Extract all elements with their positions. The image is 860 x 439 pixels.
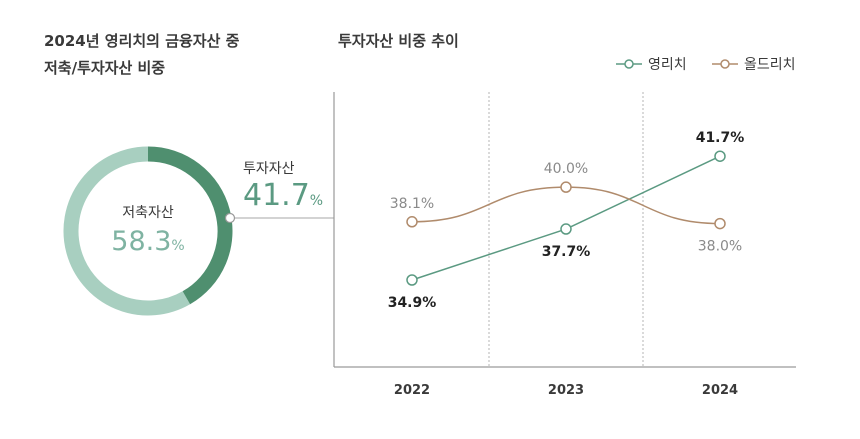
data-point-0-2: [714, 150, 726, 162]
right-title: 투자자산 비중 추이: [338, 32, 459, 50]
data-label-1-1: 40.0%: [544, 161, 588, 177]
data-label-1-2: 38.0%: [698, 239, 742, 255]
donut-chart: [63, 146, 334, 316]
left-title-line2: 저축/투자자산 비중: [44, 59, 166, 77]
legend-old-rich: 올드리치: [712, 54, 796, 74]
data-point-1-1: [560, 181, 572, 193]
legend-line-circle-icon: [712, 59, 738, 69]
data-point-0-0: [406, 274, 418, 286]
data-point-1-0: [406, 216, 418, 228]
savings-value-number: 58.3: [111, 226, 172, 257]
invest-value-number: 41.7: [243, 178, 310, 213]
legend-label-young-rich: 영리치: [648, 57, 687, 73]
invest-value-unit: %: [309, 193, 324, 209]
data-label-0-1: 37.7%: [542, 244, 591, 260]
left-title: 2024년 영리치의 금융자산 중 저축/투자자산 비중: [44, 28, 239, 82]
data-point-0-1: [560, 223, 572, 235]
data-point-1-2: [714, 217, 726, 230]
line-chart: 2022 2023 2024 34.9% 37.7% 41.7% 38.1% 40.0% 38.…: [333, 92, 796, 398]
legend-label-old-rich: 올드리치: [744, 57, 796, 73]
savings-value-unit: %: [171, 238, 185, 254]
legend-young-rich: 영리치: [616, 54, 687, 74]
legend-line-circle-icon: [616, 59, 642, 69]
data-label-1-0: 38.1%: [390, 196, 434, 212]
invest-label: 투자자산: [243, 161, 295, 177]
data-label-0-2: 41.7%: [696, 130, 745, 146]
invest-value: 41.7%: [243, 178, 323, 213]
donut-slice-savings: [63, 146, 191, 316]
connector-dot: [224, 212, 236, 224]
x-tick-label-2022: 2022: [394, 383, 430, 398]
x-tick-label-2023: 2023: [548, 383, 584, 398]
data-label-0-0: 34.9%: [388, 295, 437, 311]
x-tick-label-2024: 2024: [702, 383, 738, 398]
left-title-line1: 2024년 영리치의 금융자산 중: [44, 32, 240, 50]
donut-slice-invest: [147, 146, 233, 305]
donut-savings-value: 58.3%: [82, 226, 214, 257]
donut-savings-label: 저축자산: [122, 205, 174, 221]
